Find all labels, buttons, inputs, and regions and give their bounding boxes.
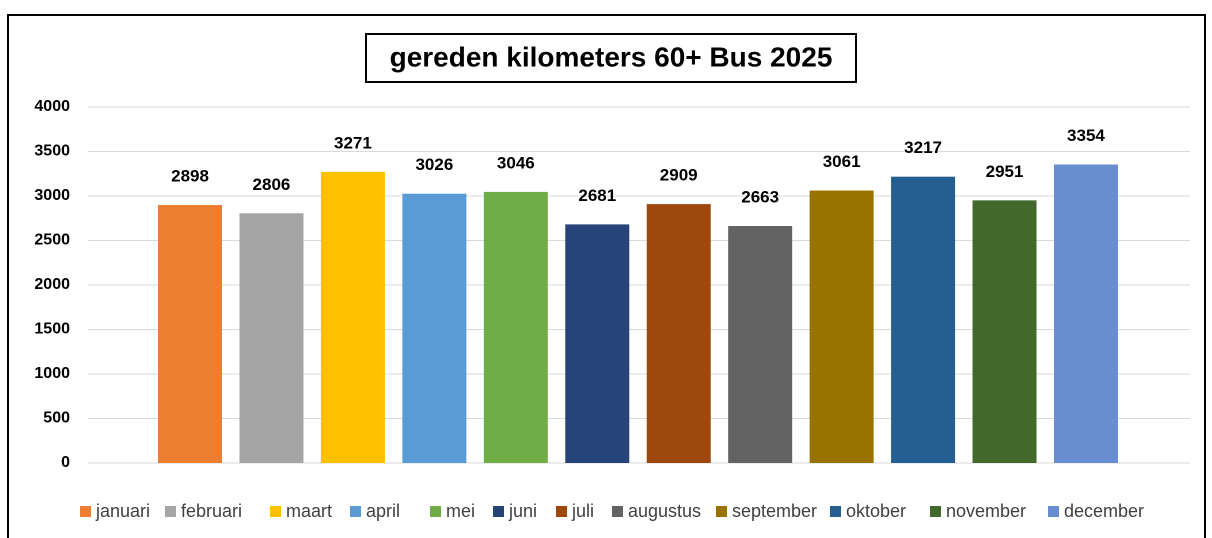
value-label: 2681: [578, 186, 616, 205]
bar: [728, 225, 793, 463]
value-label: 3271: [334, 133, 372, 152]
legend-label: januari: [95, 501, 150, 521]
value-label: 2951: [986, 162, 1024, 181]
legend-label: augustus: [628, 501, 701, 521]
value-label: 2806: [253, 175, 291, 194]
legend-label: november: [946, 501, 1026, 521]
legend-label: mei: [446, 501, 475, 521]
legend-label: februari: [181, 501, 242, 521]
bar: [158, 205, 223, 463]
y-tick-label: 3000: [34, 187, 70, 204]
bar: [646, 204, 711, 463]
title-box: [365, 33, 857, 83]
legend-swatch: [830, 506, 841, 517]
bar: [809, 190, 874, 464]
y-tick-label: 4000: [34, 98, 70, 115]
legend-swatch: [430, 506, 441, 517]
value-label: 3026: [415, 155, 453, 174]
legend-swatch: [270, 506, 281, 517]
value-label: 2898: [171, 167, 209, 186]
legend-label: september: [732, 501, 817, 521]
y-tick-label: 2500: [34, 232, 70, 249]
value-label: 2663: [741, 187, 779, 206]
y-tick-label: 3500: [34, 143, 70, 160]
y-tick-label: 2000: [34, 276, 70, 293]
value-label: 3217: [904, 138, 942, 157]
bar: [483, 191, 548, 463]
legend-swatch: [612, 506, 623, 517]
legend-swatch: [350, 506, 361, 517]
chart-title: gereden kilometers 60+ Bus 2025: [390, 41, 833, 72]
legend-swatch: [930, 506, 941, 517]
bar: [320, 171, 385, 464]
legend-swatch: [165, 506, 176, 517]
y-tick-label: 1500: [34, 321, 70, 338]
legend-swatch: [716, 506, 727, 517]
legend-label: juli: [571, 501, 594, 521]
bar: [1053, 164, 1118, 463]
y-tick-label: 500: [43, 410, 70, 427]
bar: [891, 176, 956, 463]
value-label: 3354: [1067, 126, 1105, 145]
y-tick-label: 1000: [34, 365, 70, 382]
legend-swatch: [556, 506, 567, 517]
bar: [402, 193, 467, 463]
legend-label: december: [1064, 501, 1144, 521]
bar: [239, 213, 304, 463]
value-label: 2909: [660, 166, 698, 185]
legend-label: juni: [508, 501, 537, 521]
legend-label: april: [366, 501, 400, 521]
legend-swatch: [493, 506, 504, 517]
value-label: 3046: [497, 153, 535, 172]
bar: [565, 224, 630, 463]
legend-label: maart: [286, 501, 332, 521]
legend-label: oktober: [846, 501, 906, 521]
legend-swatch: [1048, 506, 1059, 517]
y-tick-label: 0: [61, 454, 70, 471]
value-label: 3061: [823, 152, 861, 171]
legend-swatch: [80, 506, 91, 517]
bar: [972, 200, 1037, 463]
